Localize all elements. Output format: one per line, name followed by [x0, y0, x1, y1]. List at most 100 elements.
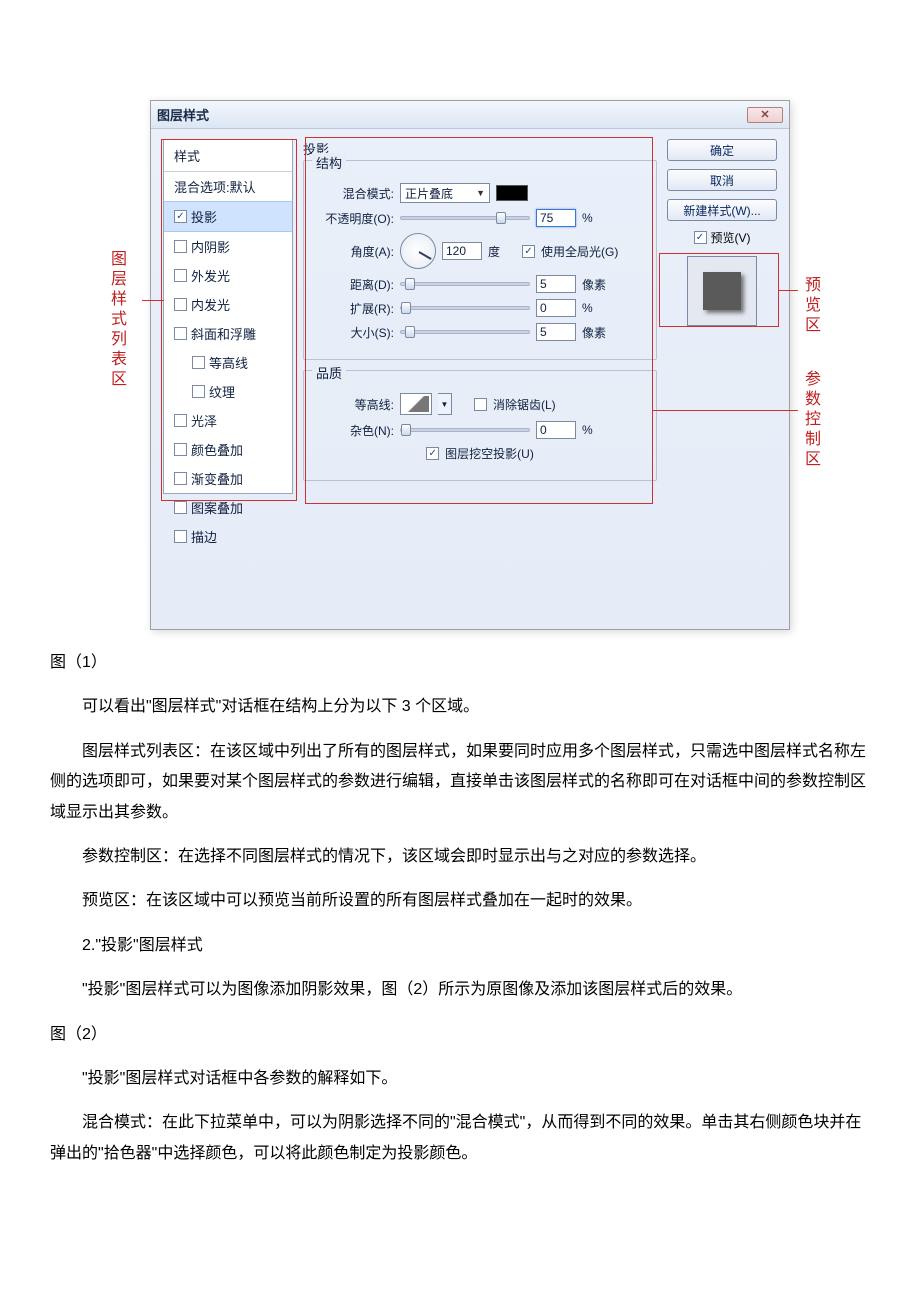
style-item-8[interactable]: 光泽: [164, 406, 292, 435]
style-item-label: 纹理: [209, 382, 235, 401]
style-item-checkbox[interactable]: [174, 472, 187, 485]
style-item-checkbox[interactable]: [174, 298, 187, 311]
para-1: 可以看出"图层样式"对话框在结构上分为以下 3 个区域。: [50, 692, 870, 722]
para-4: 预览区：在该区域中可以预览当前所设置的所有图层样式叠加在一起时的效果。: [50, 886, 870, 916]
style-item-0[interactable]: 混合选项:默认: [164, 172, 292, 201]
global-light-label: 使用全局光(G): [541, 243, 618, 260]
angle-unit: 度: [488, 243, 516, 260]
opacity-input[interactable]: 75: [536, 209, 576, 227]
size-label: 大小(S):: [316, 324, 394, 341]
angle-label: 角度(A):: [316, 243, 394, 260]
titlebar: 图层样式 ✕: [151, 101, 789, 129]
annot-line-left: [142, 300, 164, 301]
antialias-checkbox[interactable]: [474, 398, 487, 411]
style-item-checkbox[interactable]: [174, 327, 187, 340]
annot-preview: 预览区: [798, 276, 822, 336]
style-item-10[interactable]: 渐变叠加: [164, 464, 292, 493]
global-light-checkbox[interactable]: ✓: [522, 245, 535, 258]
antialias-label: 消除锯齿(L): [493, 396, 556, 413]
para-5: 2."投影"图层样式: [50, 931, 870, 961]
style-item-checkbox[interactable]: [174, 530, 187, 543]
style-item-label: 渐变叠加: [191, 469, 243, 488]
blend-mode-value: 正片叠底: [405, 185, 453, 202]
angle-dial[interactable]: [400, 233, 436, 269]
style-item-checkbox[interactable]: [174, 269, 187, 282]
fig2-caption: 图（2）: [50, 1020, 870, 1050]
style-list-header[interactable]: 样式: [164, 140, 292, 172]
para-7: "投影"图层样式对话框中各参数的解释如下。: [50, 1064, 870, 1094]
style-item-checkbox[interactable]: [174, 443, 187, 456]
opacity-unit: %: [582, 211, 610, 225]
annot-line-preview: [778, 290, 798, 291]
style-list-area: 样式 混合选项:默认✓投影内阴影外发光内发光斜面和浮雕等高线纹理光泽颜色叠加渐变…: [163, 139, 293, 617]
dialog-title: 图层样式: [157, 105, 209, 124]
contour-picker[interactable]: [400, 393, 432, 415]
style-item-11[interactable]: 图案叠加: [164, 493, 292, 522]
style-item-3[interactable]: 外发光: [164, 261, 292, 290]
style-item-label: 等高线: [209, 353, 248, 372]
opacity-slider[interactable]: [400, 216, 530, 220]
style-item-checkbox[interactable]: [174, 240, 187, 253]
para-6: "投影"图层样式可以为图像添加阴影效果，图（2）所示为原图像及添加该图层样式后的…: [50, 975, 870, 1005]
noise-unit: %: [582, 423, 610, 437]
cancel-button[interactable]: 取消: [667, 169, 777, 191]
panel-title: 投影: [303, 139, 657, 158]
style-item-checkbox[interactable]: [174, 501, 187, 514]
style-item-12[interactable]: 描边: [164, 522, 292, 551]
group-quality-title: 品质: [312, 363, 346, 382]
group-structure: 结构 混合模式: 正片叠底 ▼ 不透明度(O):: [303, 160, 657, 360]
style-item-label: 内阴影: [191, 237, 230, 256]
style-item-checkbox[interactable]: [174, 414, 187, 427]
ok-button[interactable]: 确定: [667, 139, 777, 161]
spread-unit: %: [582, 301, 610, 315]
size-slider[interactable]: [400, 330, 530, 334]
chevron-down-icon: ▼: [476, 188, 485, 198]
angle-input[interactable]: 120: [442, 242, 482, 260]
blend-mode-label: 混合模式:: [316, 185, 394, 202]
close-button[interactable]: ✕: [747, 107, 783, 123]
preview-label: 预览(V): [711, 229, 751, 246]
style-item-7[interactable]: 纹理: [164, 377, 292, 406]
style-item-checkbox[interactable]: [192, 356, 205, 369]
param-panel: 投影 结构 混合模式: 正片叠底 ▼ 不透明度(O):: [303, 139, 657, 617]
spread-slider[interactable]: [400, 306, 530, 310]
style-item-2[interactable]: 内阴影: [164, 232, 292, 261]
style-item-label: 内发光: [191, 295, 230, 314]
annot-param: 参数控制区: [798, 370, 822, 470]
noise-label: 杂色(N):: [316, 422, 394, 439]
style-item-5[interactable]: 斜面和浮雕: [164, 319, 292, 348]
shadow-color-swatch[interactable]: [496, 185, 528, 201]
style-item-label: 描边: [191, 527, 217, 546]
layer-style-dialog: 图层样式 ✕ 样式 混合选项:默认✓投影内阴影外发光内发光斜面和浮雕等高线纹理光…: [150, 100, 790, 630]
preview-checkbox[interactable]: ✓: [694, 231, 707, 244]
style-item-checkbox[interactable]: ✓: [174, 210, 187, 223]
group-structure-title: 结构: [312, 153, 346, 172]
size-unit: 像素: [582, 324, 610, 341]
right-panel: 确定 取消 新建样式(W)... ✓ 预览(V): [667, 139, 777, 617]
spread-input[interactable]: 0: [536, 299, 576, 317]
style-item-label: 光泽: [191, 411, 217, 430]
distance-unit: 像素: [582, 276, 610, 293]
style-item-label: 颜色叠加: [191, 440, 243, 459]
distance-input[interactable]: 5: [536, 275, 576, 293]
style-item-6[interactable]: 等高线: [164, 348, 292, 377]
spread-label: 扩展(R):: [316, 300, 394, 317]
style-item-1[interactable]: ✓投影: [164, 201, 292, 232]
size-input[interactable]: 5: [536, 323, 576, 341]
style-item-checkbox[interactable]: [192, 385, 205, 398]
style-item-9[interactable]: 颜色叠加: [164, 435, 292, 464]
new-style-button[interactable]: 新建样式(W)...: [667, 199, 777, 221]
preview-swatch: [687, 256, 757, 326]
style-item-4[interactable]: 内发光: [164, 290, 292, 319]
knockout-checkbox[interactable]: ✓: [426, 447, 439, 460]
fig1-caption: 图（1）: [50, 648, 870, 678]
distance-slider[interactable]: [400, 282, 530, 286]
noise-input[interactable]: 0: [536, 421, 576, 439]
annot-line-param: [652, 410, 798, 411]
preview-inner: [703, 272, 741, 310]
noise-slider[interactable]: [400, 428, 530, 432]
para-3: 参数控制区：在选择不同图层样式的情况下，该区域会即时显示出与之对应的参数选择。: [50, 842, 870, 872]
blend-mode-select[interactable]: 正片叠底 ▼: [400, 183, 490, 203]
contour-dropdown[interactable]: ▼: [438, 393, 452, 415]
annot-left: 图层样式列表区: [104, 250, 128, 390]
